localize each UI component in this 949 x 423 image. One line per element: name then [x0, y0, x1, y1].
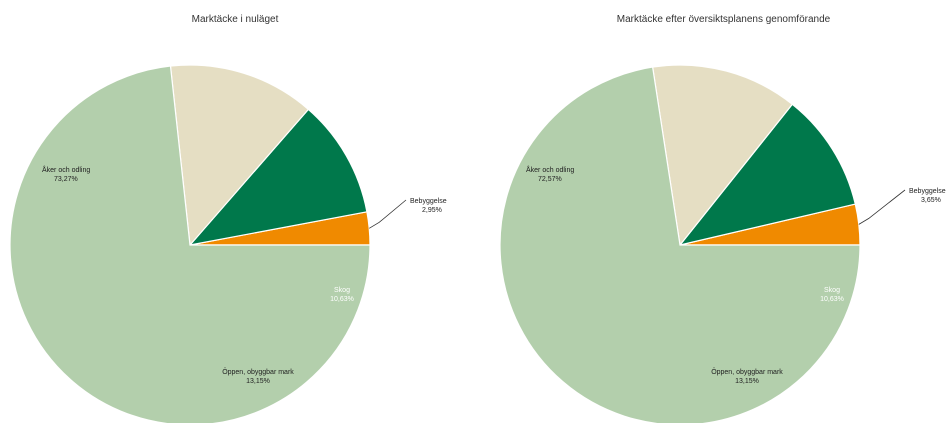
chart-title: Marktäcke efter översiktsplanens genomfö… — [616, 14, 831, 25]
slice-label-skog: Skog — [334, 287, 350, 294]
pie-slice-skog — [678, 103, 857, 246]
leader-line-bebyggelse — [369, 199, 407, 229]
pie-chart-after-plan: Marktäcke efter översiktsplanens genomfö… — [474, 0, 949, 423]
slice-value-bebyggelse: 3,65% — [921, 197, 941, 204]
slice-label-aker-och-odling: Åker och odling — [526, 165, 574, 174]
slice-value-aker-och-odling: 73,27% — [54, 176, 78, 183]
slice-value-skog: 10,63% — [820, 296, 844, 303]
pie-slice-oppen-obyggbar-mark — [651, 64, 794, 247]
slice-label-bebyggelse: Bebyggelse — [410, 198, 447, 205]
pie-slice-aker-och-odling — [499, 66, 861, 423]
slice-label-oppen-obyggbar-mark: Öppen, obyggbar mark — [222, 368, 294, 376]
pie-chart-svg: Bebyggelse 2,95% Skog 10,63% Öppen, obyggbar… — [9, 64, 447, 423]
slice-value-oppen-obyggbar-mark: 13,15% — [246, 378, 270, 385]
pie-slice-skog — [188, 108, 368, 246]
pie-chart-current: Marktäcke i nuläget Bebyggelse 2,95% Skog 1… — [0, 0, 474, 423]
slice-label-oppen-obyggbar-mark: Öppen, obyggbar mark — [711, 368, 783, 376]
slice-label-aker-och-odling: Åker och odling — [42, 165, 90, 174]
slice-value-aker-och-odling: 72,57% — [538, 176, 562, 183]
leader-line-bebyggelse — [858, 189, 906, 225]
chart-title: Marktäcke i nuläget — [191, 14, 279, 25]
slice-label-skog: Skog — [824, 287, 840, 294]
slice-label-bebyggelse: Bebyggelse — [909, 188, 946, 195]
slice-value-oppen-obyggbar-mark: 13,15% — [735, 378, 759, 385]
slice-value-bebyggelse: 2,95% — [422, 207, 442, 214]
pie-slice-oppen-obyggbar-mark — [169, 64, 310, 247]
slice-value-skog: 10,63% — [330, 296, 354, 303]
pie-chart-svg: Bebyggelse 3,65% Skog 10,63% Öppen, obyggbar… — [499, 64, 946, 423]
pie-slice-aker-och-odling — [9, 65, 371, 423]
